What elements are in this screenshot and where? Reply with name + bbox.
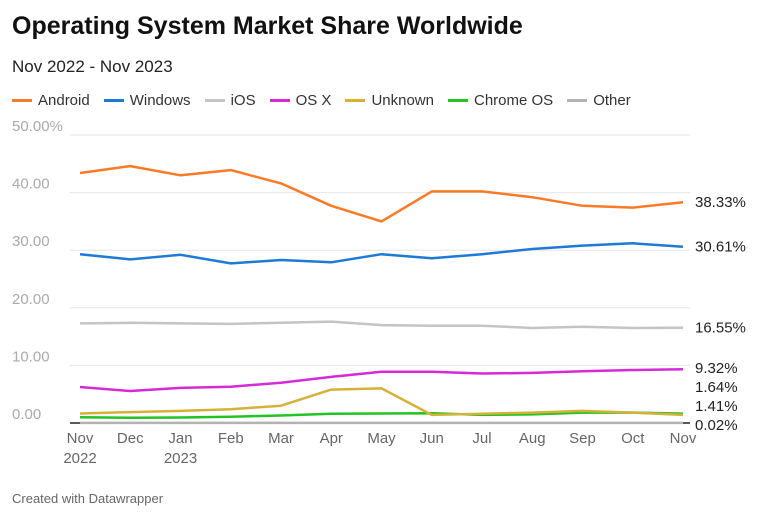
end-label: 9.32% bbox=[695, 360, 738, 377]
end-label: 1.64% bbox=[695, 379, 738, 396]
end-label: 30.61% bbox=[695, 239, 746, 256]
x-tick-label: Jan bbox=[168, 430, 192, 447]
x-tick-label: Aug bbox=[519, 430, 546, 447]
series-line-android bbox=[79, 164, 684, 223]
legend-swatch bbox=[269, 99, 290, 102]
x-tick-label: Mar bbox=[268, 430, 294, 447]
chart-subtitle: Nov 2022 - Nov 2023 bbox=[12, 57, 173, 76]
legend-label: iOS bbox=[230, 92, 256, 109]
x-tick-label: Feb bbox=[218, 430, 244, 447]
y-tick-label: 40.00 bbox=[12, 176, 50, 193]
legend-swatch bbox=[103, 99, 124, 102]
x-tick-label: Nov bbox=[670, 430, 697, 447]
legend-item: Windows bbox=[103, 92, 191, 109]
chart-title: Operating System Market Share Worldwide bbox=[12, 12, 523, 40]
x-tick-label: Nov bbox=[67, 430, 94, 447]
legend-swatch bbox=[567, 99, 588, 102]
legend: Android Windows iOS OS X Unknown Chrome OS Oth… bbox=[12, 92, 631, 109]
x-tick-label: May bbox=[367, 430, 396, 447]
x-tick-label: Jul bbox=[472, 430, 491, 447]
y-tick-label: 20.00 bbox=[12, 291, 50, 308]
series-line-os-x bbox=[79, 368, 684, 393]
legend-label: Unknown bbox=[371, 92, 434, 109]
series-line-ios bbox=[79, 320, 684, 330]
y-tick-label: 50.00% bbox=[12, 118, 63, 135]
legend-item: iOS bbox=[204, 92, 256, 109]
legend-item: Chrome OS bbox=[447, 92, 554, 109]
y-tick-label: 10.00 bbox=[12, 348, 50, 365]
legend-item: Android bbox=[12, 92, 90, 109]
x-tick-label: Apr bbox=[320, 430, 343, 447]
series-line-windows bbox=[79, 242, 684, 265]
x-tick-label: Sep bbox=[569, 430, 596, 447]
x-tick-label: Jun bbox=[420, 430, 444, 447]
end-label: 0.02% bbox=[695, 417, 738, 434]
series-line-unknown bbox=[79, 387, 684, 417]
legend-label: Android bbox=[38, 92, 90, 109]
end-label: 1.41% bbox=[695, 398, 738, 415]
x-tick-label: Dec bbox=[117, 430, 144, 447]
y-tick-label: 0.00 bbox=[12, 406, 41, 423]
legend-label: Other bbox=[593, 92, 631, 109]
end-label: 16.55% bbox=[695, 320, 746, 337]
legend-label: Chrome OS bbox=[473, 92, 554, 109]
legend-item: Other bbox=[567, 92, 631, 109]
legend-item: OS X bbox=[269, 92, 332, 109]
legend-item: Unknown bbox=[345, 92, 434, 109]
footer-credit: Created with Datawrapper bbox=[12, 491, 164, 506]
series-line-chrome-os bbox=[79, 411, 684, 420]
legend-swatch bbox=[447, 99, 468, 102]
legend-label: Windows bbox=[129, 92, 191, 109]
legend-swatch bbox=[345, 99, 366, 102]
x-tick-year: 2023 bbox=[164, 450, 197, 467]
legend-swatch bbox=[12, 99, 32, 102]
y-tick-label: 30.00 bbox=[12, 233, 50, 250]
x-tick-year: 2022 bbox=[63, 450, 96, 467]
legend-swatch bbox=[204, 99, 225, 102]
end-label: 38.33% bbox=[695, 194, 746, 211]
x-tick-label: Oct bbox=[621, 430, 645, 447]
legend-label: OS X bbox=[295, 92, 332, 109]
